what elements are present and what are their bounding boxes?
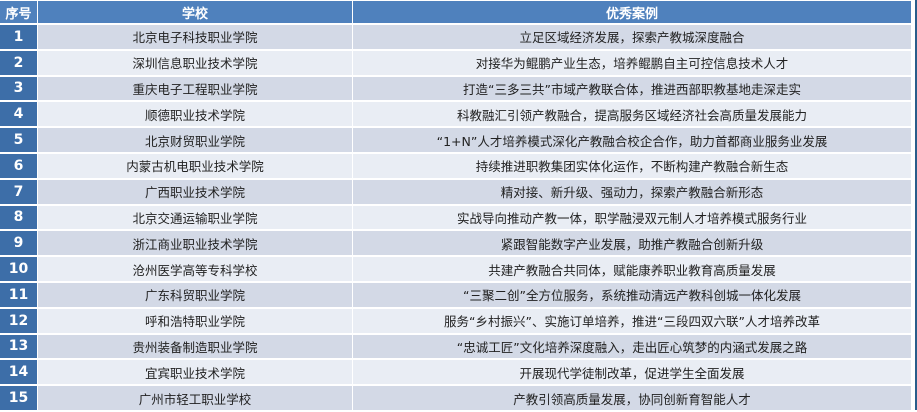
table-row: 15 广州市轻工职业学校 产教引领高质量发展，协同创新育智能人才 — [0, 386, 911, 410]
case-title: 服务“乡村振兴”、实施订单培养，推进“三段四双六联”人才培养改革 — [353, 308, 911, 333]
row-number: 5 — [0, 128, 37, 152]
table-row: 9 浙江商业职业技术学院 紧跟智能数字产业发展，助推产教融合创新升级 — [0, 231, 911, 256]
case-title: 产教引领高质量发展，协同创新育智能人才 — [353, 386, 911, 410]
school-name: 沧州医学高等专科学校 — [38, 257, 352, 281]
right-edge-border — [915, 0, 917, 410]
row-number: 3 — [0, 76, 37, 101]
table-row: 5 北京财贸职业学院 “1+N”人才培养模式深化产教融合校企合作，助力首都商业服务业… — [0, 128, 911, 152]
case-title: 打造“三多三共”市域产教联合体，推进西部职教基地走深走实 — [353, 76, 911, 101]
row-number: 12 — [0, 308, 37, 333]
table-row: 3 重庆电子工程职业学院 打造“三多三共”市域产教联合体，推进西部职教基地走深走实 — [0, 76, 911, 101]
row-number: 7 — [0, 179, 37, 204]
case-title: 开展现代学徒制改革，促进学生全面发展 — [353, 360, 911, 385]
school-name: 内蒙古机电职业技术学院 — [38, 153, 352, 178]
school-name: 北京交通运输职业学院 — [38, 205, 352, 230]
school-name: 广东科贸职业学院 — [38, 282, 352, 307]
case-title: 实战导向推动产教一体，职学融浸双元制人才培养模式服务行业 — [353, 205, 911, 230]
row-number: 9 — [0, 231, 37, 256]
row-number: 13 — [0, 334, 37, 359]
header-case: 优秀案例 — [353, 1, 911, 23]
school-name: 北京电子科技职业学院 — [38, 25, 352, 49]
table-row: 2 深圳信息职业技术学院 对接华为鲲鹏产业生态，培养鲲鹏自主可控信息技术人才 — [0, 50, 911, 75]
row-number: 6 — [0, 153, 37, 178]
school-name: 重庆电子工程职业学院 — [38, 76, 352, 101]
row-number: 15 — [0, 386, 37, 410]
table-row: 6 内蒙古机电职业技术学院 持续推进职教集团实体化运作，不断构建产教融合新生态 — [0, 153, 911, 178]
school-name: 深圳信息职业技术学院 — [38, 50, 352, 75]
school-name: 北京财贸职业学院 — [38, 128, 352, 152]
row-number: 11 — [0, 282, 37, 307]
table-row: 12 呼和浩特职业学院 服务“乡村振兴”、实施订单培养，推进“三段四双六联”人才培养… — [0, 308, 911, 333]
case-title: “忠诚工匠”文化培养深度融入，走出匠心筑梦的内涵式发展之路 — [353, 334, 911, 359]
table-row: 4 顺德职业技术学院 科教融汇引领产教融合，提高服务区域经济社会高质量发展能力 — [0, 102, 911, 127]
school-name: 宜宾职业技术学院 — [38, 360, 352, 385]
case-title: 精对接、新升级、强动力，探索产教融合新形态 — [353, 179, 911, 204]
row-number: 10 — [0, 257, 37, 281]
table-row: 11 广东科贸职业学院 “三聚二创”全方位服务，系统推动清远产教科创城一体化发展 — [0, 282, 911, 307]
school-name: 广州市轻工职业学校 — [38, 386, 352, 410]
row-number: 1 — [0, 25, 37, 49]
table-row: 7 广西职业技术学院 精对接、新升级、强动力，探索产教融合新形态 — [0, 179, 911, 204]
case-title: 对接华为鲲鹏产业生态，培养鲲鹏自主可控信息技术人才 — [353, 50, 911, 75]
case-title: 科教融汇引领产教融合，提高服务区域经济社会高质量发展能力 — [353, 102, 911, 127]
header-row: 序号 学校 优秀案例 — [0, 1, 911, 23]
school-name: 广西职业技术学院 — [38, 179, 352, 204]
table-row: 14 宜宾职业技术学院 开展现代学徒制改革，促进学生全面发展 — [0, 360, 911, 385]
school-name: 顺德职业技术学院 — [38, 102, 352, 127]
table-row: 10 沧州医学高等专科学校 共建产教融合共同体，赋能康养职业教育高质量发展 — [0, 257, 911, 281]
header-number: 序号 — [0, 1, 37, 23]
case-title: 紧跟智能数字产业发展，助推产教融合创新升级 — [353, 231, 911, 256]
table-row: 1 北京电子科技职业学院 立足区域经济发展，探索产教城深度融合 — [0, 25, 911, 49]
row-number: 4 — [0, 102, 37, 127]
case-title: 持续推进职教集团实体化运作，不断构建产教融合新生态 — [353, 153, 911, 178]
case-title: “1+N”人才培养模式深化产教融合校企合作，助力首都商业服务业发展 — [353, 128, 911, 152]
case-title: 立足区域经济发展，探索产教城深度融合 — [353, 25, 911, 49]
row-number: 14 — [0, 360, 37, 385]
table-row: 8 北京交通运输职业学院 实战导向推动产教一体，职学融浸双元制人才培养模式服务行业 — [0, 205, 911, 230]
row-number: 2 — [0, 50, 37, 75]
table-row: 13 贵州装备制造职业学院 “忠诚工匠”文化培养深度融入，走出匠心筑梦的内涵式发展之… — [0, 334, 911, 359]
case-title: 共建产教融合共同体，赋能康养职业教育高质量发展 — [353, 257, 911, 281]
header-school: 学校 — [38, 1, 352, 23]
case-title: “三聚二创”全方位服务，系统推动清远产教科创城一体化发展 — [353, 282, 911, 307]
school-name: 浙江商业职业技术学院 — [38, 231, 352, 256]
school-name: 贵州装备制造职业学院 — [38, 334, 352, 359]
school-name: 呼和浩特职业学院 — [38, 308, 352, 333]
row-number: 8 — [0, 205, 37, 230]
